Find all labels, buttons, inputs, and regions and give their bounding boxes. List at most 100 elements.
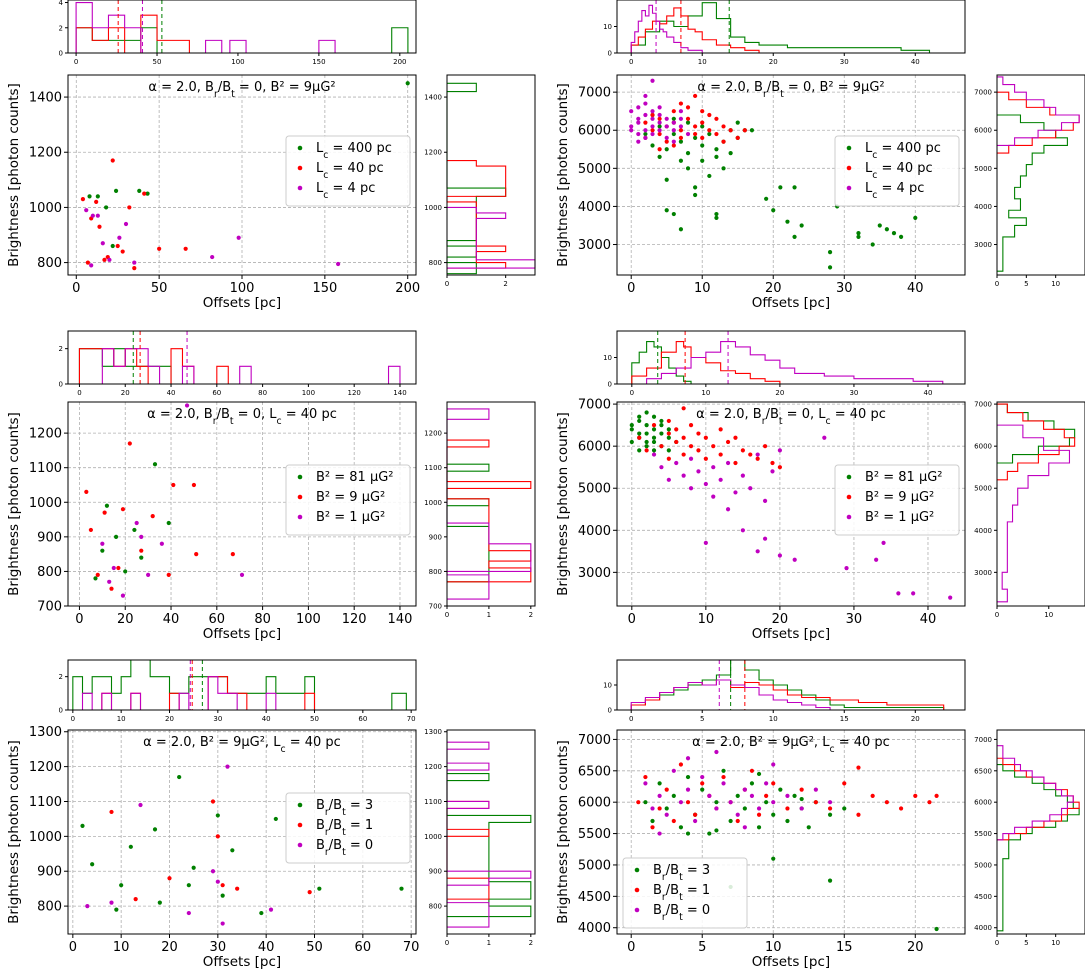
panel-title: α = 2.0, Br/Bt = 0, B² = 9μG² — [697, 80, 884, 100]
hist-step-magenta — [447, 206, 536, 269]
legend-marker — [297, 145, 303, 151]
legend-label: B² = 1 μG² — [865, 510, 934, 525]
scatter-point — [678, 227, 684, 232]
scatter-point — [664, 124, 669, 129]
hist-x-tick-label: 40 — [924, 389, 933, 397]
scatter-point — [884, 800, 889, 805]
scatter-point — [693, 131, 698, 137]
hist-y-tick-label: 6000 — [974, 127, 992, 135]
hist-step-green — [630, 2, 931, 53]
scatter-point — [650, 78, 655, 83]
legend: Br/Bt = 3Br/Bt = 1Br/Bt = 0 — [622, 857, 748, 929]
scatter-point — [700, 120, 705, 125]
scatter-point — [856, 812, 861, 817]
scatter-point — [120, 249, 125, 254]
scatter-point — [700, 109, 705, 114]
scatter-point — [113, 188, 119, 193]
hist-step-magenta — [646, 341, 944, 384]
scatter-point — [688, 486, 694, 491]
scatter-points — [629, 406, 953, 600]
scatter-point — [678, 762, 684, 767]
top-histogram: 0 20 40 60 80 100 120 140 0 2 — [59, 330, 417, 397]
legend-label: B² = 1 μG² — [316, 510, 385, 525]
scatter-point — [171, 482, 176, 488]
hist-step-red — [631, 341, 781, 384]
hist-step-magenta — [446, 408, 532, 600]
scatter-point — [792, 185, 797, 190]
hist-step-red — [75, 14, 190, 54]
scatter-point — [700, 124, 705, 129]
scatter-point — [651, 414, 657, 419]
scatter-point — [771, 856, 776, 861]
hist-y-tick-label: 700 — [429, 603, 442, 611]
scatter-point — [307, 890, 312, 895]
scatter-point — [651, 452, 657, 457]
legend-label: Br/Bt = 0 — [653, 903, 710, 923]
scatter-point — [671, 211, 676, 217]
hist-y-tick-label: 10 — [603, 354, 612, 362]
y-tick-label: 6000 — [578, 440, 611, 455]
scatter-point — [93, 576, 98, 581]
scatter-point — [725, 439, 731, 445]
hist-x-tick-label: 10 — [1051, 280, 1060, 288]
scatter-point — [714, 828, 719, 833]
x-tick-label: 0 — [627, 281, 635, 296]
scatter-point — [721, 139, 726, 144]
panel-title: α = 2.0, Br/Bt = 0, Lc = 40 pc — [696, 407, 886, 427]
x-tick-label: 40 — [258, 940, 275, 955]
scatter-point — [806, 825, 811, 830]
top-histogram: 0 10 20 30 40 0 10 — [603, 0, 966, 66]
scatter-point — [728, 150, 733, 156]
scatter-point — [764, 800, 769, 805]
hist-x-tick-label: 10 — [117, 715, 126, 723]
hist-x-tick-label: 100 — [302, 389, 315, 397]
scatter-point — [210, 869, 216, 874]
scatter-point — [911, 591, 916, 596]
scatter-point — [85, 904, 90, 909]
scatter-point — [120, 507, 126, 512]
scatter-point — [740, 448, 745, 453]
hist-step-green — [997, 763, 1080, 932]
right-histogram: 0 5 10 4000 4500 5000 5500 6000 6500 7000 — [974, 729, 1085, 947]
scatter-point — [681, 473, 686, 478]
hist-frame — [616, 0, 966, 54]
scatter-point — [650, 109, 655, 114]
hist-y-tick-label: 5000 — [974, 165, 992, 173]
hist-x-tick-label: 2 — [529, 611, 533, 619]
scatter-point — [685, 831, 691, 836]
scatter-point — [666, 456, 671, 461]
scatter-point — [666, 435, 671, 440]
scatter-point — [659, 418, 664, 424]
x-tick-label: 150 — [312, 281, 337, 296]
legend: B² = 81 μG² B² = 9 μG² B² = 1 μG² — [834, 464, 960, 536]
scatter-point — [110, 158, 115, 163]
scatter-point — [714, 147, 719, 152]
scatter-point — [132, 266, 137, 271]
hist-frame — [996, 74, 1085, 276]
hist-x-tick-label: 5 — [1024, 939, 1028, 947]
scatter-point — [664, 147, 669, 152]
hist-x-tick-label: 0 — [629, 715, 633, 723]
scatter-point — [110, 243, 115, 249]
scatter-point — [671, 768, 676, 773]
x-axis-label: Offsets [pc] — [752, 626, 830, 642]
y-tick-label: 1100 — [29, 461, 62, 476]
scatter-point — [643, 120, 648, 125]
hist-x-tick-label: 40 — [911, 58, 920, 66]
hist-y-tick-label: 4000 — [974, 203, 992, 211]
hist-y-tick-label: 4000 — [974, 924, 992, 932]
scatter-point — [643, 93, 648, 99]
scatter-point — [220, 883, 225, 888]
scatter-point — [637, 418, 642, 424]
scatter-point — [749, 781, 755, 786]
scatter-point — [659, 423, 664, 428]
scatter-point — [696, 431, 701, 436]
hist-x-tick-label: 30 — [840, 58, 849, 66]
hist-y-tick-label: 900 — [429, 868, 442, 876]
scatter-point — [127, 441, 132, 446]
hist-y-tick-label: 10 — [603, 23, 612, 31]
scatter-point — [685, 800, 691, 805]
